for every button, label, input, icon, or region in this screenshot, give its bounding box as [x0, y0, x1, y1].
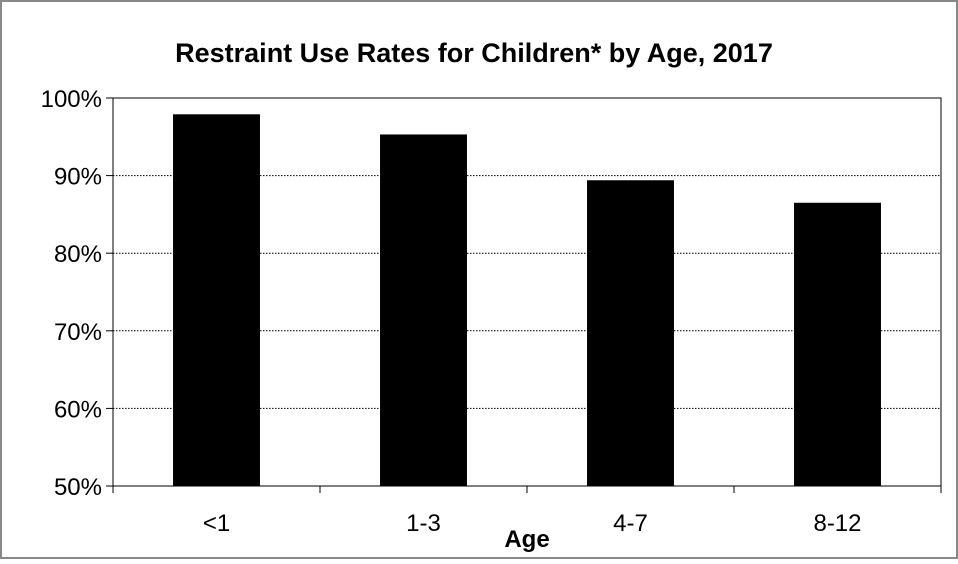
y-tick-label: 70% — [54, 319, 102, 346]
chart-title: Restraint Use Rates for Children* by Age… — [175, 38, 773, 68]
y-tick-label: 90% — [54, 164, 102, 191]
x-axis-ticks: <1 1-3 4-7 8-12 — [112, 486, 942, 537]
y-tick-label: 100% — [41, 86, 102, 113]
x-tick-label: 1-3 — [406, 510, 441, 537]
y-tick-label: 60% — [54, 396, 102, 423]
x-tick-label: 8-12 — [813, 510, 861, 537]
y-tick-label: 80% — [54, 241, 102, 268]
x-axis-title: Age — [504, 526, 549, 553]
bar — [173, 114, 260, 487]
bars — [173, 114, 881, 487]
bar — [587, 180, 674, 487]
bar — [380, 134, 467, 487]
x-tick-label: <1 — [203, 510, 230, 537]
y-tick-label: 50% — [54, 474, 102, 501]
bar — [794, 202, 881, 486]
x-tick-label: 4-7 — [613, 510, 648, 537]
y-axis-ticks: 50% 60% 70% 80% 90% 100% — [41, 86, 113, 501]
